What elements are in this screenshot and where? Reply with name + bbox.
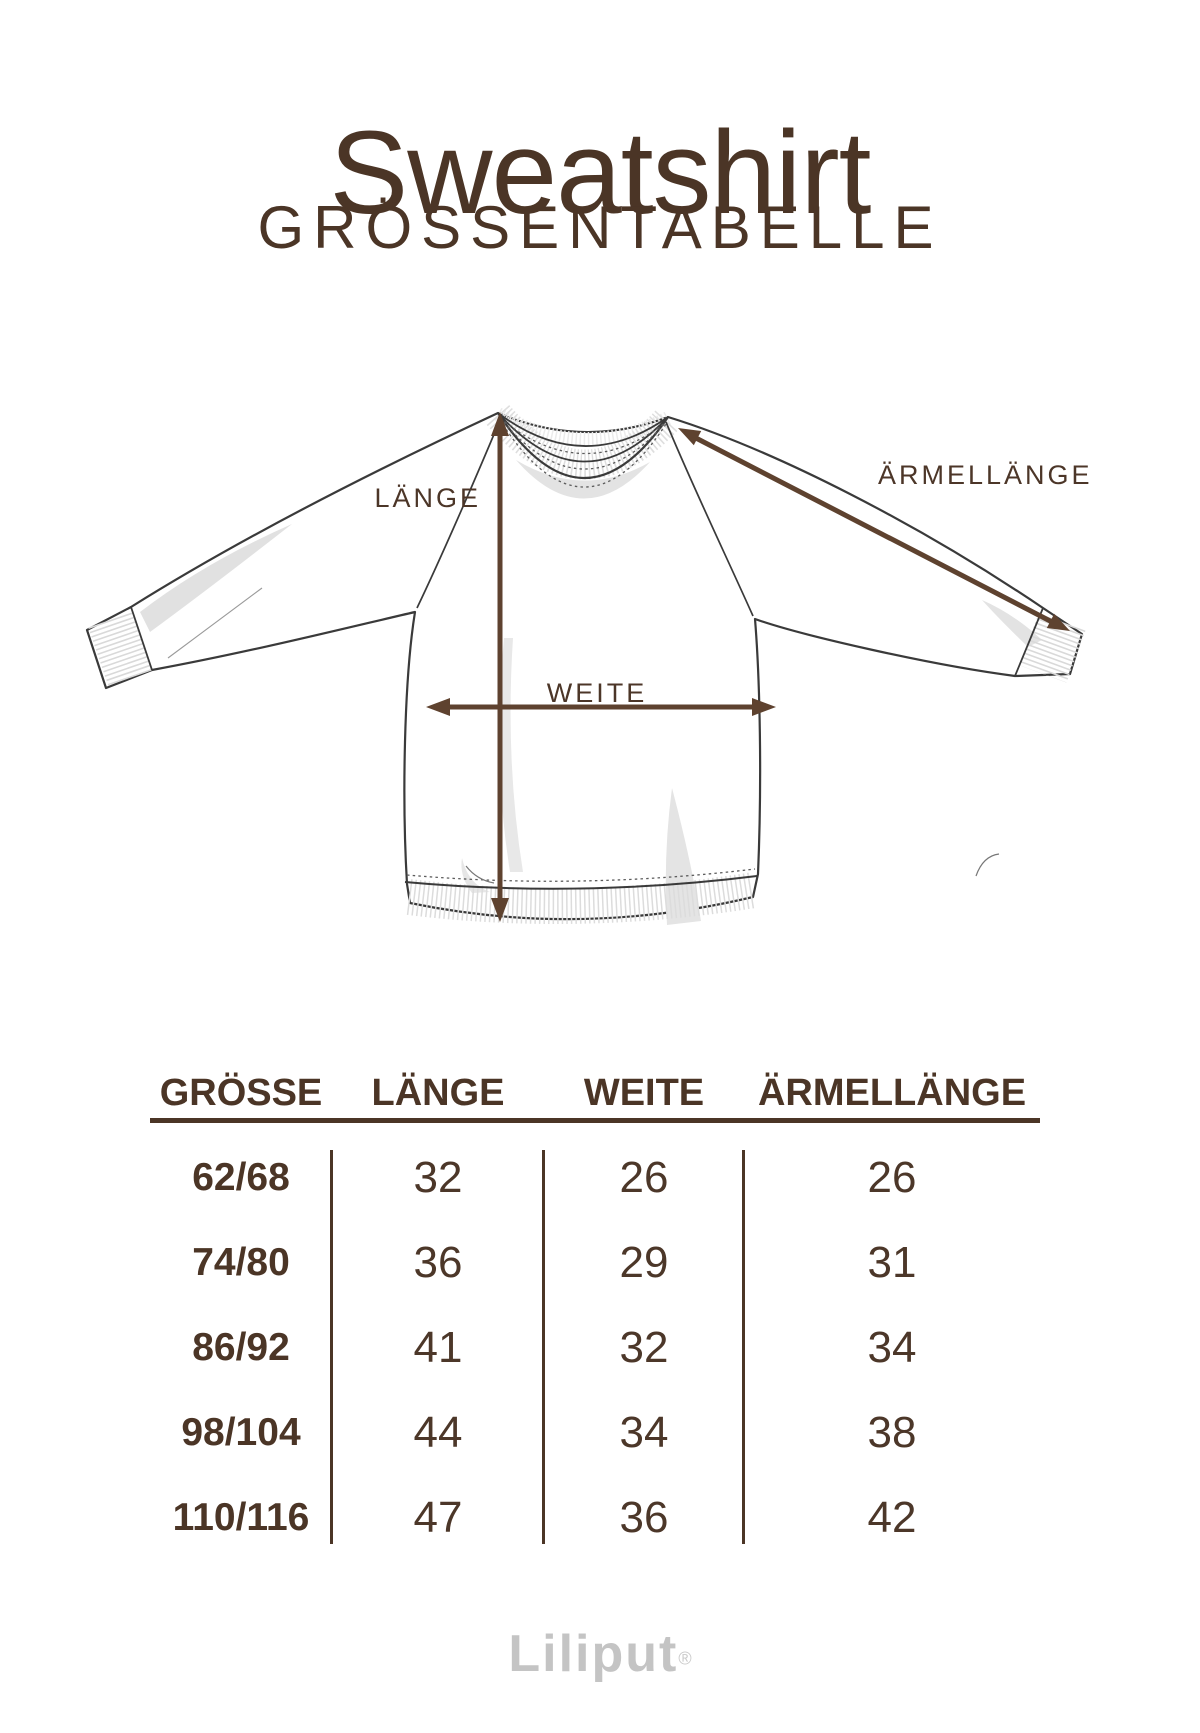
size-table: GRÖSSE LÄNGE WEITE ÄRMELLÄNGE 62/68 32 2… xyxy=(150,1050,1040,1560)
weite-cell: 32 xyxy=(619,1322,669,1372)
table-row: 86/92 41 32 34 xyxy=(150,1305,1040,1390)
size-cell: 86/92 xyxy=(192,1326,290,1369)
size-cell: 62/68 xyxy=(192,1156,290,1199)
page-title: Sweatshirt xyxy=(329,107,872,239)
left-cuff xyxy=(88,606,153,686)
column-header-weite: WEITE xyxy=(583,1072,705,1114)
right-cuff xyxy=(1014,607,1086,683)
footer: Liliput® xyxy=(0,1628,1200,1680)
weite-cell: 34 xyxy=(619,1407,669,1457)
column-divider xyxy=(330,1150,333,1544)
size-cell: 110/116 xyxy=(172,1496,310,1539)
table-row: 110/116 47 36 42 xyxy=(150,1475,1040,1560)
aermellaenge-cell: 42 xyxy=(867,1492,917,1542)
aermellaenge-arrow xyxy=(678,428,1070,631)
weite-cell: 26 xyxy=(619,1152,669,1202)
hem-ribbing xyxy=(404,853,1000,924)
aermellaenge-cell: 34 xyxy=(867,1322,917,1372)
raglan-seams xyxy=(167,419,754,659)
laenge-arrow xyxy=(491,412,509,922)
weite-cell: 36 xyxy=(619,1492,669,1542)
aermellaenge-cell: 26 xyxy=(867,1152,917,1202)
registered-mark: ® xyxy=(678,1648,692,1669)
table-row: 74/80 36 29 31 xyxy=(150,1220,1040,1305)
column-divider xyxy=(542,1150,545,1544)
column-header-aermellaenge: ÄRMELLÄNGE xyxy=(757,1072,1027,1114)
table-row: 98/104 44 34 38 xyxy=(150,1390,1040,1475)
laenge-cell: 36 xyxy=(413,1237,463,1287)
column-divider xyxy=(742,1150,745,1544)
weite-measure-label: WEITE xyxy=(546,678,648,708)
laenge-cell: 41 xyxy=(413,1322,463,1372)
sweatshirt-drawing xyxy=(85,404,1086,925)
laenge-cell: 44 xyxy=(413,1407,463,1457)
aermellaenge-cell: 38 xyxy=(867,1407,917,1457)
table-row: 62/68 32 26 26 xyxy=(150,1135,1040,1220)
weite-cell: 29 xyxy=(619,1237,669,1287)
weite-arrow xyxy=(426,698,776,716)
neckband xyxy=(486,404,680,488)
aermellaenge-cell: 31 xyxy=(867,1237,917,1287)
brand-logo: Liliput xyxy=(508,1625,679,1683)
column-header-groesse: GRÖSSE xyxy=(159,1072,323,1114)
laenge-measure-label: LÄNGE xyxy=(374,483,481,513)
laenge-cell: 32 xyxy=(413,1152,463,1202)
table-body: 62/68 32 26 26 74/80 36 29 31 86/92 41 3… xyxy=(150,1123,1040,1560)
laenge-cell: 47 xyxy=(413,1492,463,1542)
table-header-row: GRÖSSE LÄNGE WEITE ÄRMELLÄNGE xyxy=(150,1050,1040,1123)
page-subtitle: GRÖSSENTABELLE xyxy=(257,194,943,261)
column-header-laenge: LÄNGE xyxy=(371,1072,505,1114)
sweatshirt-diagram: LÄNGE WEITE ÄRMELLÄNGE xyxy=(0,340,1200,950)
size-cell: 74/80 xyxy=(192,1241,290,1284)
aermellaenge-measure-label: ÄRMELLÄNGE xyxy=(878,460,1093,490)
size-cell: 98/104 xyxy=(181,1411,301,1454)
